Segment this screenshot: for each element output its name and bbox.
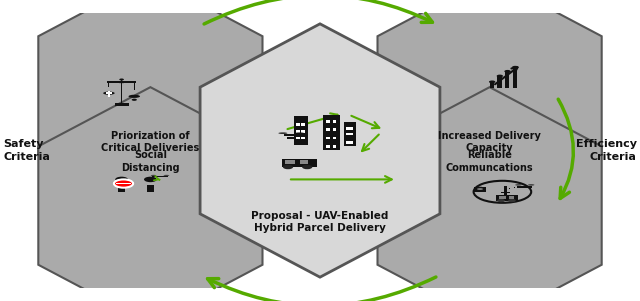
Circle shape: [476, 188, 484, 191]
Bar: [346, 127, 353, 130]
Bar: [333, 137, 336, 139]
Bar: [333, 120, 336, 123]
Bar: [501, 192, 510, 193]
Bar: [333, 145, 336, 148]
Bar: [300, 160, 308, 164]
Bar: [326, 120, 330, 123]
Bar: [326, 145, 330, 148]
Polygon shape: [378, 87, 602, 301]
Bar: [517, 186, 532, 188]
Text: Safety
Criteria: Safety Criteria: [3, 139, 50, 162]
Ellipse shape: [164, 175, 169, 176]
Ellipse shape: [151, 175, 156, 176]
Bar: [284, 134, 299, 136]
Bar: [147, 185, 154, 192]
Bar: [134, 82, 135, 90]
Circle shape: [508, 199, 516, 202]
Bar: [294, 116, 308, 145]
Bar: [296, 137, 300, 139]
Text: Efficiency
Criteria: Efficiency Criteria: [576, 139, 637, 162]
Bar: [323, 115, 340, 150]
Bar: [108, 81, 136, 83]
Circle shape: [512, 66, 518, 69]
Circle shape: [144, 177, 157, 182]
Bar: [497, 76, 502, 88]
Ellipse shape: [278, 132, 287, 134]
Polygon shape: [200, 24, 440, 277]
Text: Social
Distancing: Social Distancing: [121, 150, 180, 173]
Bar: [505, 71, 509, 88]
Text: Increased Delivery
Capacity: Increased Delivery Capacity: [438, 131, 541, 154]
Text: Reliable
Communcations: Reliable Communcations: [446, 150, 533, 173]
Bar: [282, 159, 317, 167]
Bar: [474, 187, 486, 192]
Bar: [326, 129, 330, 131]
Polygon shape: [378, 0, 602, 214]
Bar: [296, 123, 300, 126]
Bar: [301, 137, 305, 139]
Bar: [115, 103, 129, 106]
Circle shape: [504, 70, 511, 73]
Bar: [333, 129, 336, 131]
Bar: [106, 92, 112, 94]
Polygon shape: [38, 87, 262, 301]
Bar: [496, 195, 518, 200]
Bar: [326, 137, 330, 139]
Bar: [296, 130, 300, 133]
Bar: [346, 133, 353, 135]
Bar: [118, 185, 125, 192]
Circle shape: [497, 199, 505, 202]
Circle shape: [119, 79, 124, 80]
Bar: [301, 123, 305, 126]
Circle shape: [489, 80, 495, 83]
Ellipse shape: [295, 132, 304, 134]
Text: Proposal - UAV-Enabled
Hybrid Parcel Delivery: Proposal - UAV-Enabled Hybrid Parcel Del…: [252, 211, 388, 233]
Bar: [499, 190, 512, 191]
Bar: [301, 130, 305, 133]
Circle shape: [283, 165, 293, 169]
Bar: [285, 160, 295, 164]
Bar: [116, 183, 131, 184]
Bar: [509, 188, 510, 189]
Circle shape: [115, 177, 128, 182]
Bar: [490, 82, 494, 88]
Circle shape: [497, 75, 503, 77]
Bar: [504, 186, 507, 198]
Circle shape: [132, 99, 137, 101]
Polygon shape: [119, 79, 124, 83]
Circle shape: [114, 179, 133, 188]
Bar: [287, 137, 295, 139]
Text: Priorization of
Critical Deliveries: Priorization of Critical Deliveries: [101, 131, 200, 154]
Bar: [513, 67, 517, 88]
Bar: [499, 197, 506, 199]
Bar: [509, 197, 514, 199]
Bar: [346, 141, 353, 144]
Ellipse shape: [103, 92, 115, 95]
Ellipse shape: [129, 95, 140, 98]
Bar: [108, 91, 110, 97]
Bar: [152, 176, 168, 178]
Bar: [121, 83, 122, 104]
Bar: [344, 122, 356, 146]
Circle shape: [302, 165, 312, 169]
Bar: [108, 82, 109, 87]
Polygon shape: [38, 0, 262, 214]
Bar: [513, 187, 515, 188]
